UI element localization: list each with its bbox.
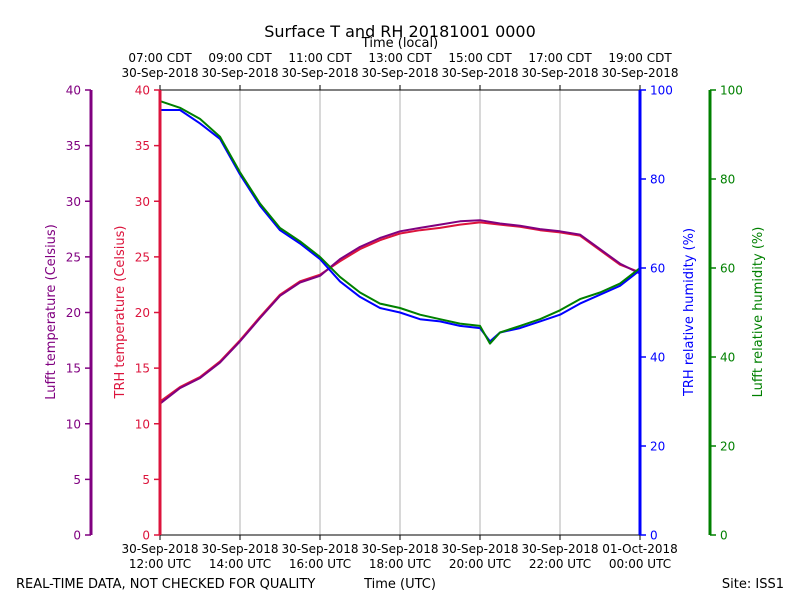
lufft-temp-axis-tick-label: 40 (66, 84, 81, 98)
lufft-rh-axis-tick-label: 60 (720, 262, 735, 276)
top-tick-label-time: 15:00 CDT (448, 51, 512, 65)
lufft-temp-axis-tick-label: 30 (66, 195, 81, 209)
series-group (159, 100, 641, 405)
top-tick-label-time: 09:00 CDT (208, 51, 272, 65)
trh-temp-axis-label: TRH temperature (Celsius) (113, 226, 128, 400)
x-tick-label-date: 30-Sep-2018 (121, 542, 198, 556)
x-tick-label-date: 30-Sep-2018 (201, 542, 278, 556)
top-tick-label-date: 30-Sep-2018 (121, 66, 198, 80)
top-tick-label-time: 13:00 CDT (368, 51, 432, 65)
trh-temp-axis-tick-label: 0 (142, 529, 150, 543)
chart-title: Surface T and RH 20181001 0000 (264, 22, 536, 41)
top-tick-label-time: 19:00 CDT (608, 51, 672, 65)
top-tick-label-date: 30-Sep-2018 (281, 66, 358, 80)
trh-rh-axis-tick-label: 100 (650, 84, 673, 98)
x-axis-label: Time (UTC) (363, 577, 436, 592)
x-tick-label-date: 30-Sep-2018 (281, 542, 358, 556)
top-tick-label-time: 07:00 CDT (128, 51, 192, 65)
trh-rh-axis-tick-label: 0 (650, 529, 658, 543)
lufft-rh-axis-label: Lufft relative humidity (%) (751, 227, 766, 398)
x-tick-label-time: 12:00 UTC (129, 557, 191, 571)
trh-temp-axis-tick-label: 30 (135, 195, 150, 209)
top-tick-label-time: 11:00 CDT (288, 51, 352, 65)
trh-rh-axis-tick-label: 20 (650, 440, 665, 454)
quality-warning: REAL-TIME DATA, NOT CHECKED FOR QUALITY (16, 577, 315, 592)
lufft-temp-axis-tick-label: 5 (73, 473, 81, 487)
lufft-temp-axis-tick-label: 15 (66, 362, 81, 376)
trh-rh-axis-label: TRH relative humidity (%) (682, 228, 697, 397)
top-tick-label-time: 17:00 CDT (528, 51, 592, 65)
trh-temp-axis-tick-label: 10 (135, 417, 150, 431)
top-tick-label-date: 30-Sep-2018 (441, 66, 518, 80)
site-label: Site: ISS1 (722, 577, 784, 592)
x-tick-label-date: 30-Sep-2018 (361, 542, 438, 556)
trh-temp-axis-tick-label: 20 (135, 306, 150, 320)
lufft-rh-axis-tick-label: 20 (720, 440, 735, 454)
x-tick-label-time: 22:00 UTC (529, 557, 591, 571)
top-tick-label-date: 30-Sep-2018 (601, 66, 678, 80)
lufft-temp-axis-tick-label: 10 (66, 417, 81, 431)
x-tick-label-date: 30-Sep-2018 (521, 542, 598, 556)
lufft-relative-humidity-line (159, 100, 641, 345)
top-axis-label: Time (local) (361, 36, 438, 51)
trh-rh-axis-tick-label: 40 (650, 351, 665, 365)
lufft-rh-axis-tick-label: 0 (720, 529, 728, 543)
lufft-temperature-line (159, 219, 641, 405)
x-tick-label-time: 00:00 UTC (609, 557, 671, 571)
lufft-rh-axis-tick-label: 100 (720, 84, 743, 98)
x-tick-label-date: 01-Oct-2018 (602, 542, 678, 556)
top-tick-label-date: 30-Sep-2018 (201, 66, 278, 80)
top-tick-label-date: 30-Sep-2018 (361, 66, 438, 80)
trh-temp-axis-tick-label: 40 (135, 84, 150, 98)
trh-temp-axis-tick-label: 5 (142, 473, 150, 487)
lufft-temp-axis-tick-label: 20 (66, 306, 81, 320)
x-tick-label-date: 30-Sep-2018 (441, 542, 518, 556)
trh-temp-axis-tick-label: 25 (135, 250, 150, 264)
trh-rh-axis-tick-label: 80 (650, 173, 665, 187)
x-tick-label-time: 20:00 UTC (449, 557, 511, 571)
lufft-temp-axis-label: Lufft temperature (Celsius) (44, 224, 59, 400)
trh-relative-humidity-line (160, 109, 641, 343)
x-tick-label-time: 18:00 UTC (369, 557, 431, 571)
x-tick-label-time: 16:00 UTC (289, 557, 351, 571)
lufft-temp-axis-tick-label: 0 (73, 529, 81, 543)
top-tick-label-date: 30-Sep-2018 (521, 66, 598, 80)
trh-temp-axis-tick-label: 35 (135, 139, 150, 153)
lufft-temp-axis-tick-label: 35 (66, 139, 81, 153)
lufft-temp-axis-tick-label: 25 (66, 250, 81, 264)
x-tick-label-time: 14:00 UTC (209, 557, 271, 571)
lufft-rh-axis-tick-label: 80 (720, 173, 735, 187)
trh-rh-axis-tick-label: 60 (650, 262, 665, 276)
lufft-rh-axis-tick-label: 40 (720, 351, 735, 365)
trh-temp-axis-tick-label: 15 (135, 362, 150, 376)
